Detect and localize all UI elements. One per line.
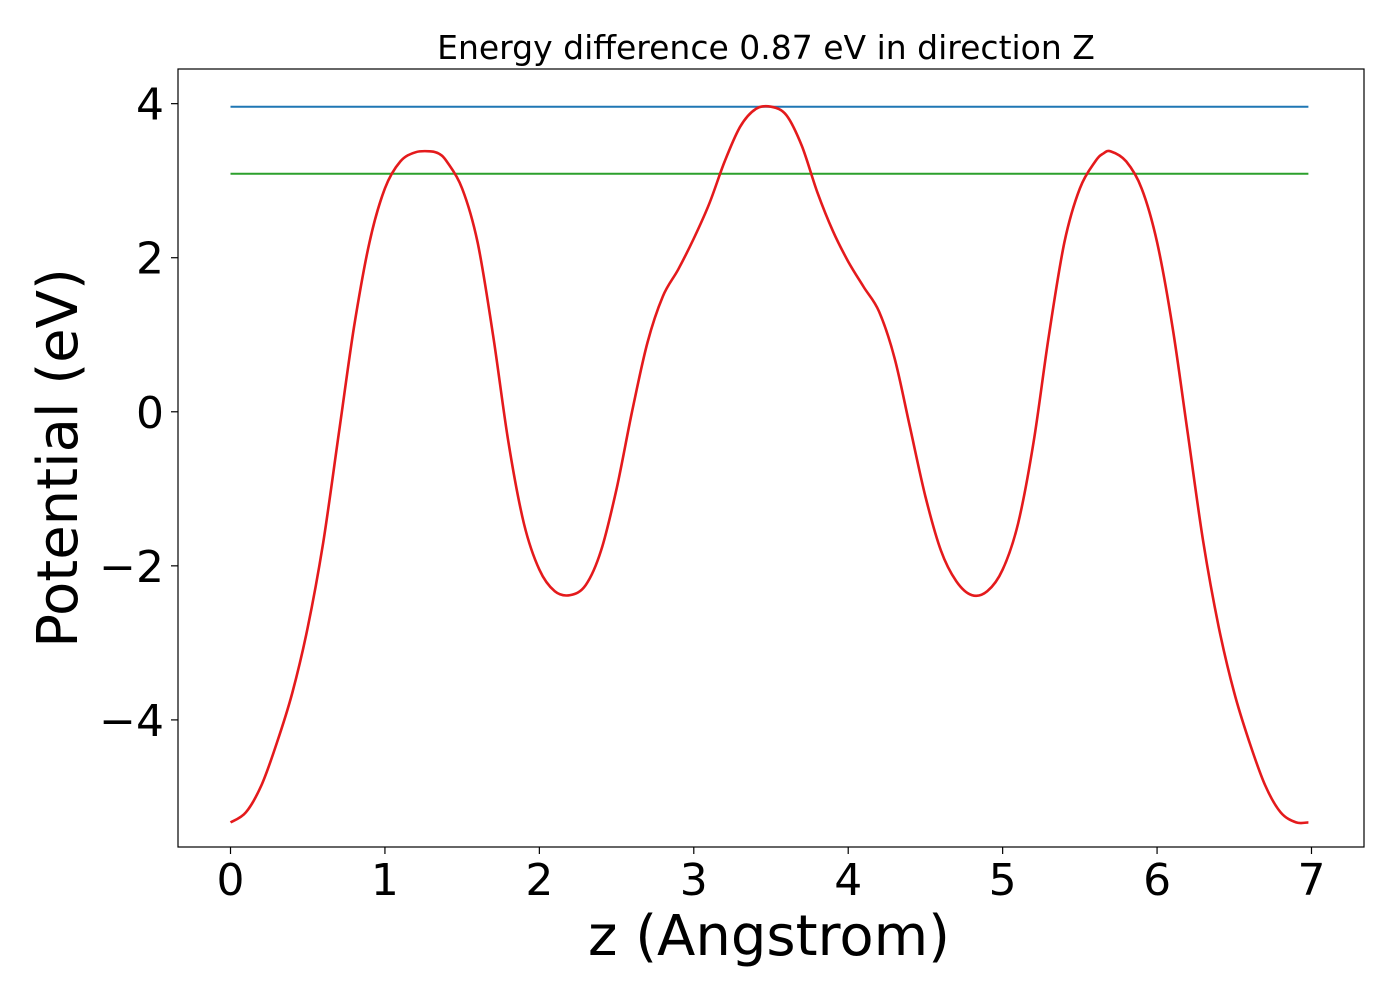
x-axis-title: z (Angstrom)	[588, 904, 950, 969]
x-tick-label: 6	[1143, 855, 1171, 906]
y-tick-label: 2	[136, 234, 164, 285]
x-tick-label: 7	[1297, 855, 1325, 906]
x-axis: 0 1 2 3 4 5 6 7	[217, 847, 1325, 906]
x-tick-label: 1	[371, 855, 399, 906]
chart-title: Energy difference 0.87 eV in direction Z	[437, 28, 1095, 67]
y-tick-label: −2	[99, 542, 164, 593]
y-axis-title: Potential (eV)	[26, 268, 91, 648]
x-tick-label: 5	[989, 855, 1017, 906]
x-tick-label: 4	[834, 855, 862, 906]
series-group	[229, 104, 1309, 825]
y-tick-label: −4	[99, 696, 164, 747]
y-tick-label: 4	[136, 80, 164, 131]
y-axis: −4 −2 0 2 4	[99, 80, 178, 747]
x-tick-label: 3	[680, 855, 708, 906]
x-tick-label: 0	[217, 855, 245, 906]
series-line-2	[229, 104, 1309, 825]
x-tick-label: 2	[525, 855, 553, 906]
plot-frame	[177, 68, 1365, 848]
y-tick-label: 0	[136, 388, 164, 439]
